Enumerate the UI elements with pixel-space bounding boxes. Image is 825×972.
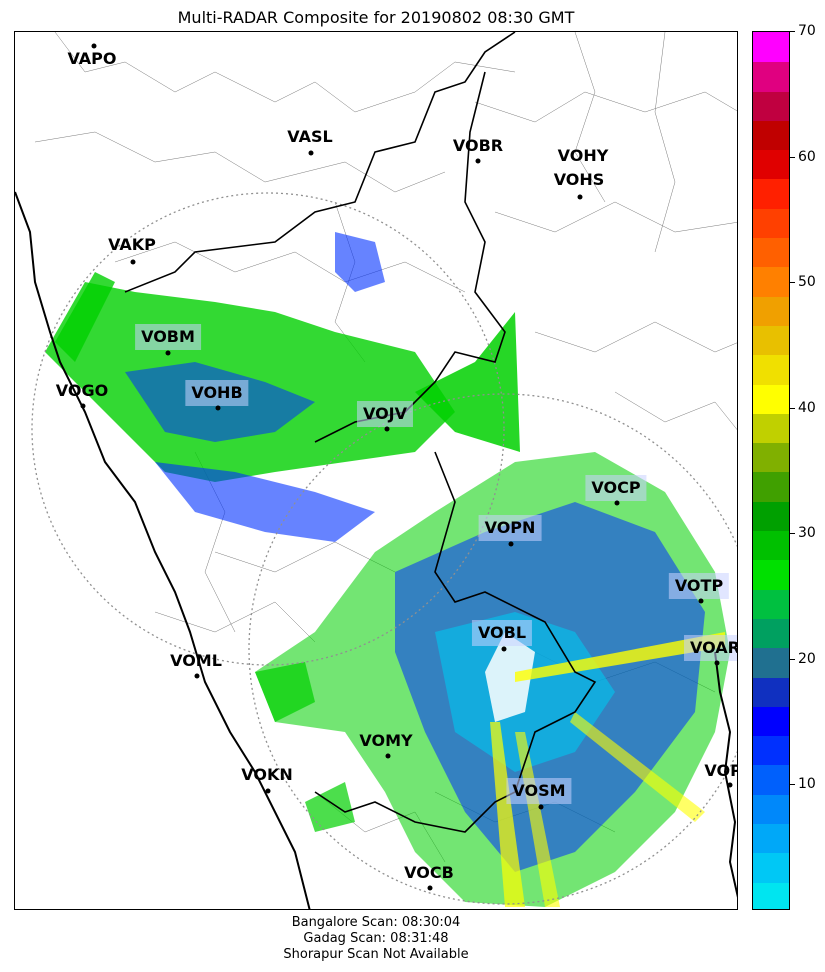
station-label-vohs: VOHS <box>553 170 605 189</box>
station-label-vobr: VOBR <box>452 136 504 155</box>
station-marker-vakp[interactable] <box>130 259 136 265</box>
colorbar-tick <box>790 784 795 786</box>
station-marker-voar[interactable] <box>714 660 720 666</box>
colorbar-segment <box>753 530 789 561</box>
station-marker-vobm[interactable] <box>165 350 171 356</box>
station-label-vocb: VOCB <box>404 863 454 882</box>
station-marker-vapo[interactable] <box>91 43 97 49</box>
colorbar-segment <box>753 471 789 502</box>
colorbar-tick-label: 20 <box>798 650 816 667</box>
station-marker-vohb[interactable] <box>215 405 221 411</box>
scan-info-line: Gadag Scan: 08:31:48 <box>303 931 449 946</box>
colorbar-tick-label: 50 <box>798 274 816 291</box>
station-marker-vopc[interactable] <box>727 782 733 788</box>
station-marker-votp[interactable] <box>698 598 704 604</box>
colorbar-segment <box>753 618 789 649</box>
station-label-vopc: VOPC <box>704 761 737 780</box>
colorbar-tick-label: 40 <box>798 399 816 416</box>
colorbar-tick-label: 60 <box>798 148 816 165</box>
scan-info-line: Bangalore Scan: 08:30:04 <box>291 915 461 930</box>
east-coastline <box>714 651 737 898</box>
colorbar-segment <box>753 61 789 92</box>
station-marker-vocb[interactable] <box>427 885 433 891</box>
radar-map-canvas <box>15 32 737 909</box>
colorbar-segment <box>753 178 789 209</box>
station-label-voar: VOAR <box>684 635 737 661</box>
station-label-vohb: VOHB <box>185 380 249 406</box>
station-label-vogo: VOGO <box>55 381 109 400</box>
colorbar-tick <box>790 156 795 158</box>
station-marker-voml[interactable] <box>194 673 200 679</box>
colorbar-segment <box>753 32 789 63</box>
colorbar-segment <box>753 676 789 707</box>
station-label-vopn: VOPN <box>478 515 542 541</box>
station-label-vosm: VOSM <box>506 778 572 804</box>
colorbar-tick <box>790 533 795 535</box>
radar-map[interactable]: VAPO VASL VOBR VOHY VOHS VAKP VOBM VOGO VOHB VOJV… <box>14 31 738 910</box>
colorbar-segment <box>753 119 789 151</box>
scan-info: Bangalore Scan: 08:30:04 Gadag Scan: 08:… <box>14 915 738 963</box>
colorbar-segment <box>753 823 789 854</box>
station-marker-vosm[interactable] <box>538 804 544 810</box>
colorbar-segment <box>753 588 789 619</box>
station-label-voml: VOML <box>170 651 222 670</box>
station-label-vakp: VAKP <box>108 235 156 254</box>
colorbar-segment <box>753 325 789 356</box>
station-marker-vohs[interactable] <box>577 194 583 200</box>
colorbar-tick <box>790 282 795 284</box>
colorbar-segment <box>753 764 789 795</box>
colorbar-segment <box>753 735 789 766</box>
station-label-vapo: VAPO <box>67 49 117 68</box>
station-label-vokn: VOKN <box>241 765 293 784</box>
colorbar-segment <box>753 412 789 444</box>
map-title: Multi-RADAR Composite for 20190802 08:30… <box>177 8 575 27</box>
reflectivity-colorbar <box>752 31 790 910</box>
colorbar-tick-label: 10 <box>798 776 816 793</box>
station-marker-vokn[interactable] <box>265 788 271 794</box>
colorbar-segment <box>753 237 789 268</box>
colorbar-segment <box>753 852 789 883</box>
range-ring-gadag <box>31 192 505 666</box>
colorbar-segment <box>753 90 789 121</box>
station-label-vojv: VOJV <box>356 401 414 427</box>
station-marker-vasl[interactable] <box>308 150 314 156</box>
range-ring-bangalore <box>248 393 737 905</box>
colorbar-segment <box>753 207 789 239</box>
station-label-vohy: VOHY <box>557 146 609 165</box>
station-marker-vocp[interactable] <box>614 500 620 506</box>
colorbar-segment <box>753 383 789 414</box>
colorbar-segment <box>753 295 789 326</box>
scan-info-line: Shorapur Scan Not Available <box>283 947 469 962</box>
colorbar-segment <box>753 881 789 909</box>
station-label-votp: VOTP <box>668 573 730 599</box>
colorbar-tick <box>790 407 795 409</box>
colorbar-segment <box>753 793 789 825</box>
station-marker-vobr[interactable] <box>475 158 481 164</box>
station-label-vobm: VOBM <box>135 324 201 350</box>
station-marker-vojv[interactable] <box>384 426 390 432</box>
station-marker-vopn[interactable] <box>508 541 514 547</box>
colorbar-segment <box>753 705 789 737</box>
station-label-vomy: VOMY <box>359 731 413 750</box>
colorbar-segment <box>753 354 789 385</box>
colorbar-tick <box>790 658 795 660</box>
colorbar-segment <box>753 647 789 678</box>
colorbar-tick <box>790 31 795 32</box>
colorbar-segment <box>753 266 789 297</box>
colorbar-segment <box>753 500 789 532</box>
colorbar-segment <box>753 559 789 590</box>
station-label-vasl: VASL <box>287 127 333 146</box>
station-label-vocp: VOCP <box>585 475 647 501</box>
colorbar-segment <box>753 442 789 473</box>
coastline <box>15 191 311 909</box>
station-marker-vobl[interactable] <box>501 646 507 652</box>
station-marker-vogo[interactable] <box>80 403 86 409</box>
station-label-vobl: VOBL <box>471 620 533 646</box>
colorbar-tick-label: 70 <box>798 23 816 39</box>
station-marker-vomy[interactable] <box>385 753 391 759</box>
colorbar-tick-label: 30 <box>798 525 816 542</box>
colorbar-segment <box>753 149 789 180</box>
